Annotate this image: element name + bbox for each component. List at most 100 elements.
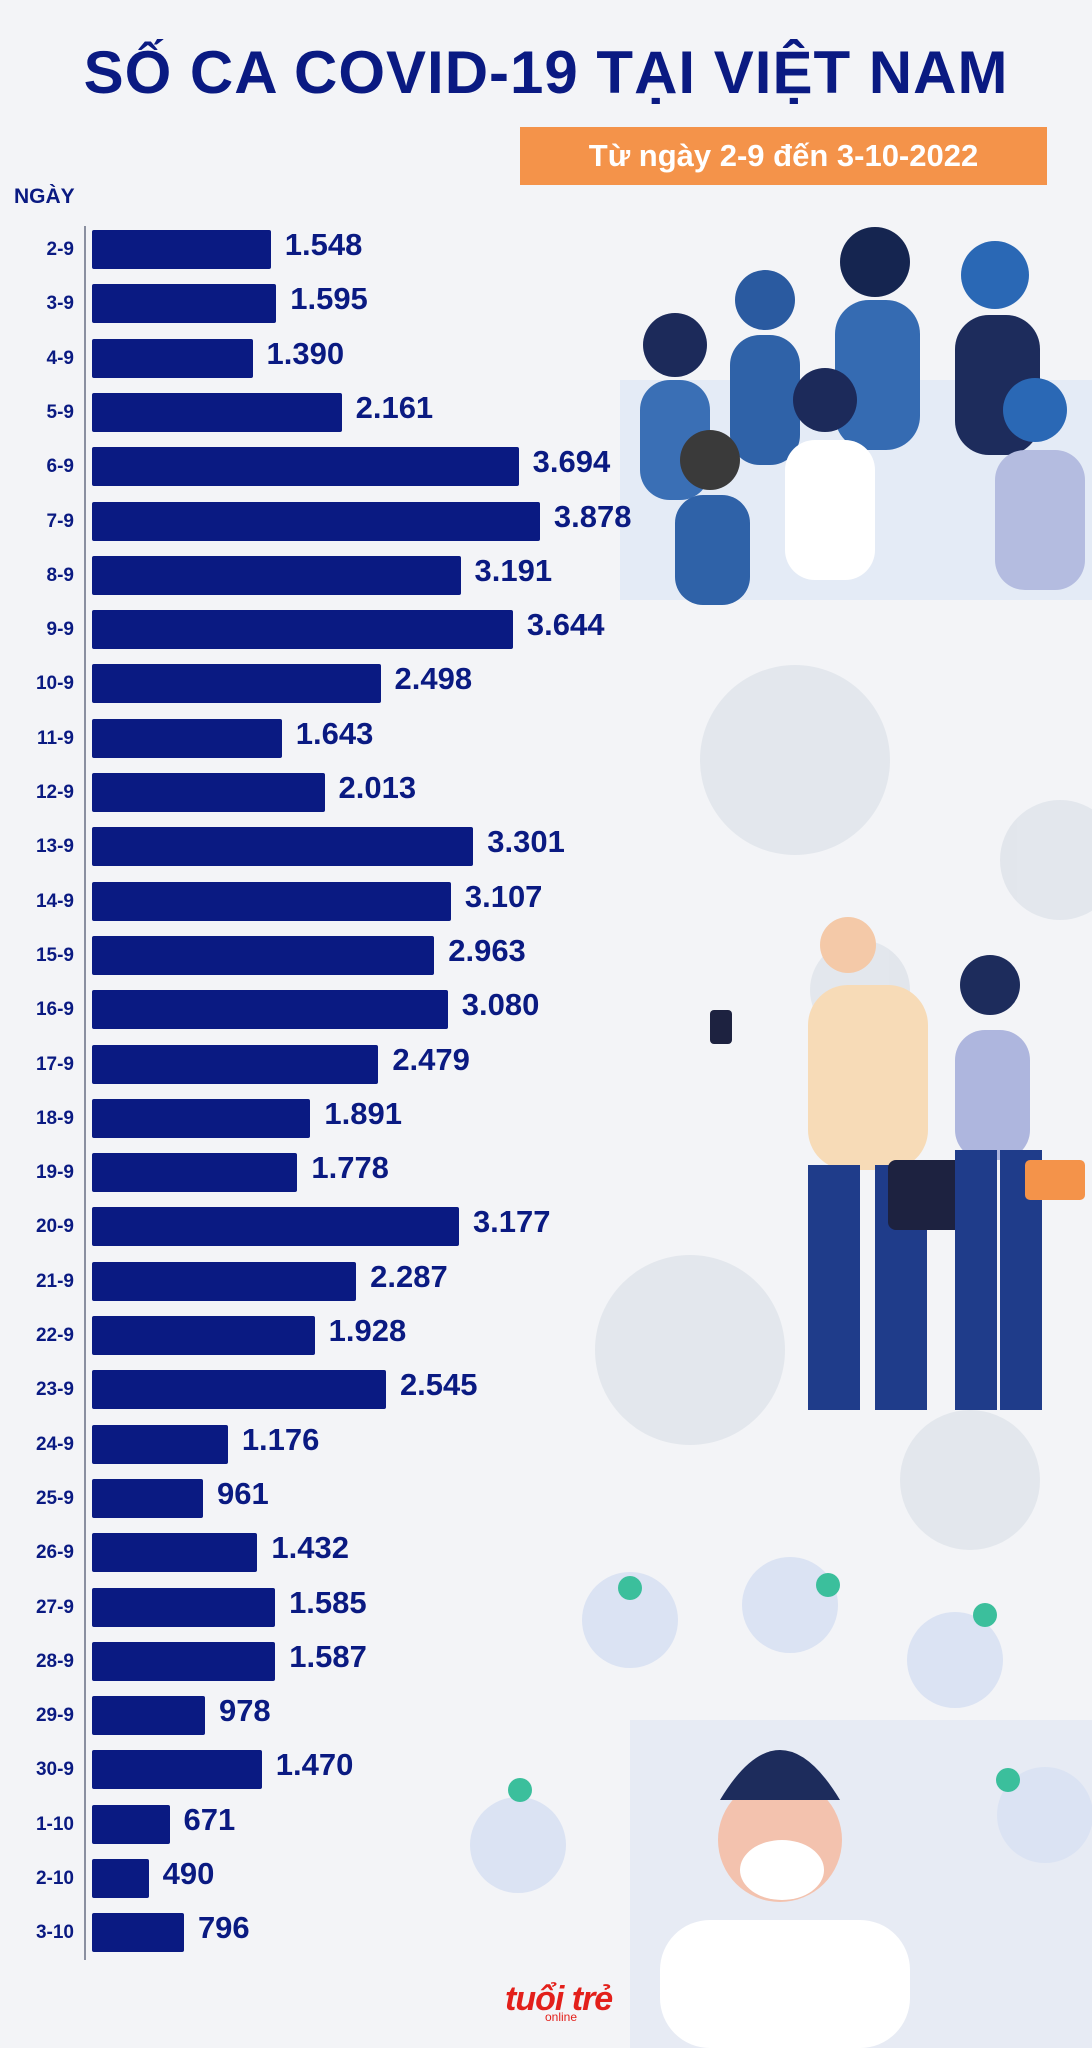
value-label: 1.432 xyxy=(271,1530,349,1566)
bar xyxy=(92,1424,228,1464)
value-label: 3.107 xyxy=(464,878,543,914)
category-label: 23-9 xyxy=(35,1379,74,1401)
virus-icon xyxy=(700,665,890,855)
chart-title: SỐ CA COVID-19 TẠI VIỆT NAM xyxy=(83,39,1009,106)
value-label: 3.301 xyxy=(487,824,565,860)
virus-icon xyxy=(595,1255,785,1445)
value-label: 2.161 xyxy=(355,389,434,425)
value-label: 961 xyxy=(216,1475,269,1511)
bar xyxy=(92,1316,315,1355)
category-label: 22-9 xyxy=(35,1325,74,1346)
bar xyxy=(92,881,451,921)
bar xyxy=(92,1533,258,1573)
value-label: 3.080 xyxy=(461,987,540,1023)
category-label: 7-9 xyxy=(46,510,74,532)
value-label: 671 xyxy=(183,1801,236,1837)
bar xyxy=(92,718,282,758)
category-label: 16-9 xyxy=(35,999,74,1021)
bar xyxy=(92,555,461,595)
bar xyxy=(92,664,381,704)
value-label: 2.963 xyxy=(448,932,526,968)
category-label: 20-9 xyxy=(35,1216,74,1238)
category-label: 2-10 xyxy=(35,1868,74,1889)
value-label: 978 xyxy=(218,1693,271,1729)
category-label: 1-10 xyxy=(35,1813,74,1835)
category-label: 25-9 xyxy=(35,1487,74,1509)
value-label: 1.928 xyxy=(328,1313,407,1348)
value-label: 796 xyxy=(197,1910,250,1946)
bar xyxy=(92,773,325,812)
category-label: 18-9 xyxy=(35,1107,74,1129)
crowd-illustration xyxy=(620,227,1092,605)
category-label: 26-9 xyxy=(35,1542,74,1564)
bar xyxy=(92,501,540,541)
category-label: 14-9 xyxy=(35,890,74,912)
value-label: 3.191 xyxy=(474,552,553,588)
bar xyxy=(92,1859,149,1898)
category-label: 11-9 xyxy=(37,727,74,749)
category-label: 29-9 xyxy=(35,1705,74,1727)
category-label: 5-9 xyxy=(46,401,74,423)
category-label: 4-9 xyxy=(46,347,74,369)
category-label: 12-9 xyxy=(35,782,74,803)
brand-logo: tuổi trẻ xyxy=(505,1980,613,2018)
value-label: 2.287 xyxy=(370,1258,448,1294)
bar xyxy=(92,1913,184,1953)
virus-icon xyxy=(900,1410,1040,1550)
value-label: 490 xyxy=(162,1856,215,1891)
bar xyxy=(92,1478,203,1518)
value-label: 1.891 xyxy=(324,1095,402,1131)
category-label: 2-9 xyxy=(46,239,74,260)
category-label: 3-10 xyxy=(35,1922,74,1944)
bar xyxy=(92,1587,276,1627)
axis-title: NGÀY xyxy=(14,185,75,208)
value-label: 1.548 xyxy=(284,227,363,262)
value-label: 2.479 xyxy=(392,1041,470,1077)
value-label: 2.013 xyxy=(338,770,417,805)
category-label: 9-9 xyxy=(46,619,74,641)
category-label: 21-9 xyxy=(35,1270,74,1292)
couple-illustration xyxy=(710,917,1085,1410)
bar xyxy=(92,1750,262,1790)
bar xyxy=(92,827,474,867)
bar xyxy=(92,1044,379,1084)
value-label: 1.587 xyxy=(289,1638,367,1674)
bar xyxy=(92,1098,311,1138)
value-label: 1.643 xyxy=(295,715,374,751)
bar xyxy=(92,1153,298,1193)
bar xyxy=(92,990,448,1030)
bar xyxy=(92,1696,205,1736)
category-label: 15-9 xyxy=(35,944,74,966)
bar xyxy=(92,447,519,487)
category-label: 8-9 xyxy=(46,564,74,586)
bar xyxy=(92,284,277,324)
virus-icon xyxy=(1000,800,1092,920)
bar xyxy=(92,935,435,975)
bar xyxy=(92,1804,170,1844)
bar xyxy=(92,230,271,269)
category-label: 10-9 xyxy=(35,673,74,695)
value-label: 1.176 xyxy=(241,1421,320,1457)
category-label: 3-9 xyxy=(46,293,74,315)
value-label: 3.177 xyxy=(472,1204,551,1240)
value-label: 3.878 xyxy=(553,498,632,534)
category-label: 24-9 xyxy=(35,1433,74,1455)
category-label: 6-9 xyxy=(46,456,74,478)
bar xyxy=(92,1261,357,1301)
category-label: 27-9 xyxy=(35,1596,74,1618)
date-range-badge: Từ ngày 2-9 đến 3-10-2022 xyxy=(520,127,1047,185)
brand-logo-sub: online xyxy=(545,2010,578,2024)
doctor-illustration xyxy=(470,1557,1092,2048)
bar xyxy=(92,1370,386,1410)
value-label: 1.778 xyxy=(311,1150,389,1186)
value-label: 2.545 xyxy=(399,1367,478,1403)
value-label: 1.585 xyxy=(289,1584,367,1620)
value-label: 2.498 xyxy=(394,661,473,697)
category-label: 13-9 xyxy=(35,836,74,858)
bar xyxy=(92,1207,459,1247)
bar xyxy=(92,392,342,432)
value-label: 3.644 xyxy=(526,607,605,643)
value-label: 1.470 xyxy=(275,1747,354,1783)
